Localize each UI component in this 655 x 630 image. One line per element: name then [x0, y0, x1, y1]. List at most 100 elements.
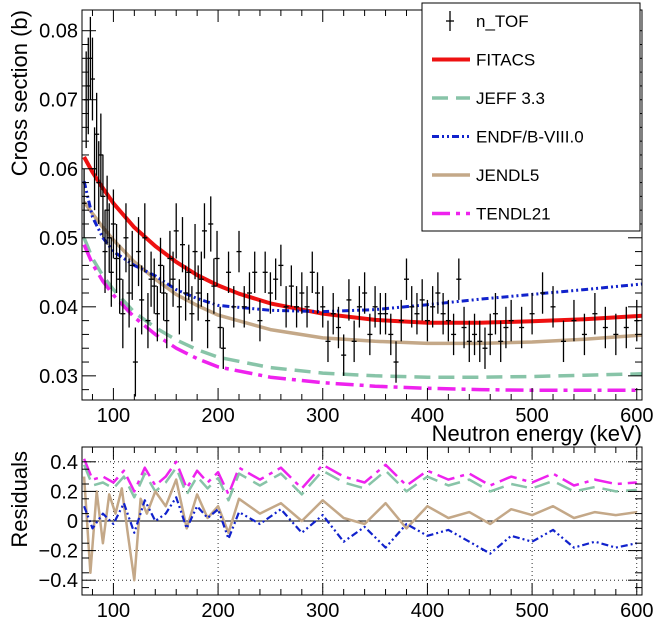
data-point-ntof	[167, 230, 173, 287]
legend-entry-n-tof: n_TOF	[446, 11, 529, 31]
data-point-ntof	[102, 210, 108, 294]
data-point-ntof	[351, 320, 357, 363]
data-point-ntof	[508, 299, 514, 342]
data-point-ntof	[108, 237, 114, 307]
data-point-ntof	[278, 244, 284, 287]
data-point-ntof	[424, 299, 430, 342]
data-point-ntof	[325, 320, 331, 363]
main-x-tick-label: 600	[620, 405, 653, 427]
res-x-tick-label: 500	[515, 600, 548, 622]
data-point-ntof	[236, 230, 242, 273]
main-x-tick-label: 300	[306, 405, 339, 427]
x-axis-title: Neutron energy (keV)	[432, 421, 642, 446]
res-x-tick-label: 300	[306, 600, 339, 622]
data-point-ntof	[283, 286, 289, 328]
data-point-ntof	[299, 272, 305, 314]
data-point-ntof	[257, 299, 263, 342]
residual-line-jeff-3-3	[82, 464, 637, 502]
data-point-ntof	[377, 293, 383, 335]
data-point-ntof	[393, 341, 399, 383]
data-point-ntof	[158, 237, 164, 294]
data-point-ntof	[262, 251, 268, 294]
main-x-tick-label: 500	[515, 405, 548, 427]
data-point-ntof	[186, 244, 192, 300]
data-point-ntof	[613, 313, 619, 356]
data-point-ntof	[335, 306, 341, 349]
series-line-jeff-3-3	[82, 237, 642, 379]
main-y-tick-label: 0.07	[39, 90, 78, 112]
data-point-ntof	[461, 306, 467, 349]
data-point-ntof	[211, 258, 217, 314]
data-point-ntof	[550, 286, 556, 328]
data-point-ntof	[246, 272, 252, 314]
data-point-ntof	[430, 286, 436, 328]
data-point-ntof	[217, 306, 223, 349]
data-point-ntof	[383, 293, 389, 335]
data-point-ntof	[403, 258, 409, 300]
data-point-ntof	[136, 217, 142, 287]
res-y-tick-label: −0.4	[39, 570, 78, 592]
data-point-ntof	[341, 334, 347, 376]
legend-label: JEFF 3.3	[476, 89, 545, 108]
data-point-ntof	[288, 265, 294, 307]
residual-line-tendl21	[82, 458, 637, 496]
data-point-ntof	[529, 293, 535, 335]
legend-label: ENDF/B-VIII.0	[476, 128, 584, 147]
y-axis-title: Cross section (b)	[7, 10, 32, 176]
data-point-ntof	[294, 286, 300, 328]
data-point-ntof	[183, 265, 189, 321]
data-point-ntof	[129, 230, 135, 300]
data-point-ntof	[139, 265, 145, 335]
main-plot-frame	[81, 9, 643, 401]
data-point-ntof	[435, 272, 441, 314]
data-point-ntof	[571, 299, 577, 342]
data-point-ntof	[477, 320, 483, 363]
res-x-tick-label: 100	[97, 600, 130, 622]
legend-box	[421, 2, 641, 232]
data-point-ntof	[451, 313, 457, 356]
series-line-tendl21	[82, 244, 642, 393]
data-point-ntof	[114, 223, 120, 294]
data-point-ntof	[592, 293, 598, 335]
data-point-ntof	[120, 279, 126, 349]
data-point-ntof	[145, 293, 151, 349]
data-point-ntof	[309, 251, 315, 294]
data-point-ntof	[330, 293, 336, 335]
data-point-ntof	[356, 286, 362, 328]
data-point-ntof	[241, 286, 247, 328]
data-point-ntof	[602, 306, 608, 349]
main-y-tick-label: 0.04	[39, 297, 78, 319]
main-x-tick-label: 200	[201, 405, 234, 427]
data-point-ntof	[198, 251, 204, 307]
legend-label: FITACS	[476, 51, 535, 70]
series-line-jendl5	[82, 200, 642, 346]
data-point-ntof	[304, 286, 310, 328]
legend-entry-tendl21: TENDL21	[432, 205, 551, 224]
res-y-tick-label: 0.4	[50, 452, 78, 474]
res-y-tick-label: −0.2	[39, 541, 78, 563]
res-y-tick-label: 0	[67, 511, 78, 533]
res-x-tick-label: 400	[411, 600, 444, 622]
data-point-ntof	[161, 265, 167, 321]
data-point-ntof	[414, 293, 420, 335]
res-y-tick-label: 0.2	[50, 481, 78, 503]
data-point-ntof	[231, 286, 237, 328]
data-point-ntof	[456, 258, 462, 300]
data-point-ntof	[487, 313, 493, 356]
data-point-ntof	[503, 306, 509, 349]
residual-line-jendl5	[82, 476, 637, 582]
data-point-ntof	[519, 306, 525, 349]
data-point-ntof	[189, 286, 195, 342]
data-point-ntof	[482, 327, 488, 369]
data-point-ntof	[176, 279, 182, 335]
data-point-ntof	[205, 293, 211, 349]
main-x-tick-label: 100	[97, 405, 130, 427]
data-point-ntof	[100, 154, 106, 238]
data-point-ntof	[226, 251, 232, 294]
data-point-ntof	[362, 272, 368, 314]
data-point-ntof	[195, 265, 201, 321]
data-point-ntof	[273, 258, 279, 300]
data-point-ntof	[581, 313, 587, 356]
